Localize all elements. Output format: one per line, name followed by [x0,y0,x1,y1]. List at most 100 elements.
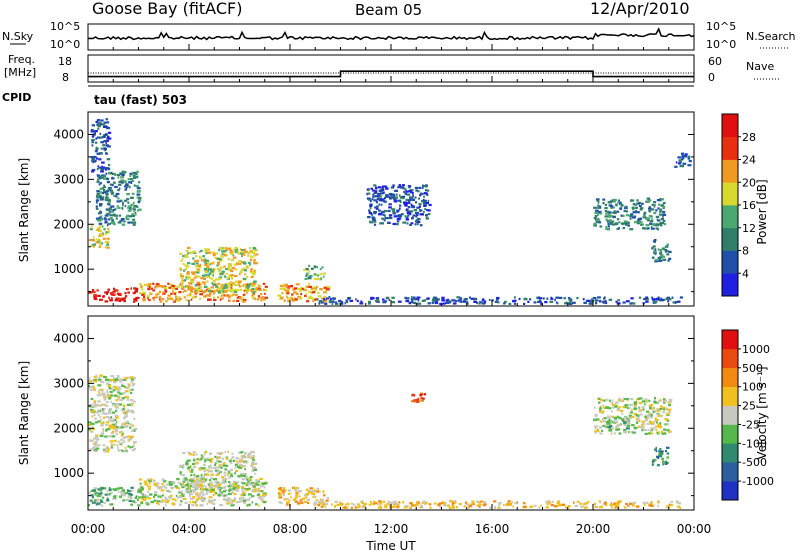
power-cell-8-104 [355,298,357,301]
power-cell-9-238 [394,196,399,199]
velocity-cell-6-54 [654,397,656,400]
velocity-cell-0-7 [120,490,123,494]
power-cell-5-16 [90,244,93,247]
power-cell-9-249 [426,209,429,212]
velocity-cell-4-72 [102,428,104,431]
velocity-cell-4-216 [88,384,90,387]
power-cell-7-52 [94,130,96,134]
power-cell-1-51 [229,294,233,297]
velocity-cell-0-21 [99,500,104,503]
power-cell-2-64 [194,265,199,268]
power-cell-6-211 [96,174,100,177]
power-cell-6-192 [119,172,123,175]
power-cell-2-156 [185,249,189,252]
power-cell-3-78 [290,285,293,288]
power-cell-6-169 [107,188,110,191]
velocity-cells [88,374,682,510]
velocity-cell-1-103 [257,493,260,496]
power-cell-2-321 [230,258,235,262]
power-cell-6-29 [121,176,125,179]
velocity-cell-1-130 [189,484,192,487]
power-cell-6-10 [109,189,113,192]
power-cell-2-12 [250,271,254,274]
power-cell-2-324 [240,250,245,253]
power-cell-6-42 [117,176,120,179]
velocity-cell-6-130 [602,404,604,407]
velocity-cell-9-112 [416,501,419,504]
power-cell-5-28 [99,224,102,228]
velocity-cell-9-207 [391,505,396,509]
velocity-cell-9-92 [428,503,432,506]
power-cell-11-5 [658,248,663,252]
power-cell-8-241 [427,302,431,305]
power-cell-9-229 [382,213,385,216]
velocity-cell-4-207 [91,379,96,382]
power-cell-12-6 [674,165,678,168]
power-cell-8-156 [537,300,540,303]
power-cell-3-90 [306,300,310,303]
velocity-cell-3-10 [319,498,322,501]
velocity-cell-6-152 [637,418,640,421]
velocity-cell-0-47 [128,499,133,502]
power-cell-2-306 [186,272,190,275]
power-cell-9-251 [379,222,382,225]
power-cell-0-56 [93,297,98,301]
velocity-cell-0-28 [91,501,96,504]
power-cell-10-131 [634,206,638,209]
velocity-cell-1-242 [168,481,171,484]
power-cell-1-135 [207,298,210,301]
power-cell-6-225 [132,223,136,226]
velocity-cell-1-98 [177,496,181,499]
velocity-cell-2-195 [210,477,214,480]
velocity-cell-1-314 [169,482,174,486]
power-cell-9-1 [366,193,369,196]
velocity-cell-2-139 [190,470,194,473]
power-cell-2-213 [227,266,231,269]
velocity-cell-9-121 [454,501,457,504]
power-cell-8-9 [604,300,607,303]
power-cell-2-152 [223,253,227,257]
power-cell-2-171 [196,289,199,293]
power-cell-5-21 [93,245,95,248]
velocity-cell-2-303 [236,465,241,468]
power-cell-12-11 [680,152,685,155]
velocity-cell-6-58 [630,430,634,433]
power-cell-8-209 [538,299,541,302]
velocity-cell-3-51 [315,490,319,493]
velocity-cell-4-312 [120,430,123,433]
velocity-cell-6-169 [630,408,633,411]
power-cell-1-23 [236,299,240,302]
power-cell-3-75 [319,288,323,291]
velocity-cell-9-241 [628,502,633,505]
velocity-cell-2-155 [201,480,206,483]
velocity-cell-2-128 [227,450,229,453]
power-cell-9-168 [368,198,372,201]
power-cell-2-218 [228,274,231,277]
velocity-cell-9-208 [465,503,469,506]
power-cell-2-99 [220,291,224,294]
power-cell-6-119 [133,208,136,211]
power-cell-6-141 [112,223,116,226]
velocity-cell-4-319 [101,390,104,393]
power-cell-3-87 [300,293,303,296]
power-cell-1-191 [164,290,168,293]
power-cell-1-217 [146,295,150,298]
power-cell-2-299 [203,267,208,271]
power-cell-8-8 [504,300,507,303]
velocity-cell-9-118 [468,505,473,508]
power-cell-2-184 [221,286,224,289]
velocity-cell-9-49 [497,504,501,507]
power-cell-3-10 [285,283,288,286]
power-cell-2-89 [245,250,248,253]
velocity-cell-6-211 [608,399,611,402]
velocity-cell-4-241 [97,409,101,412]
power-cell-8-163 [331,300,335,303]
velocity-cell-1-317 [238,497,243,500]
power-cell-8-102 [513,302,517,305]
power-cell-9-226 [408,189,412,193]
power-cell-6-191 [108,198,111,201]
power-cell-9-124 [375,207,379,210]
velocity-cell-4-243 [123,423,126,426]
power-cell-8-193 [375,299,379,302]
velocity-cell-6-247 [657,414,661,417]
